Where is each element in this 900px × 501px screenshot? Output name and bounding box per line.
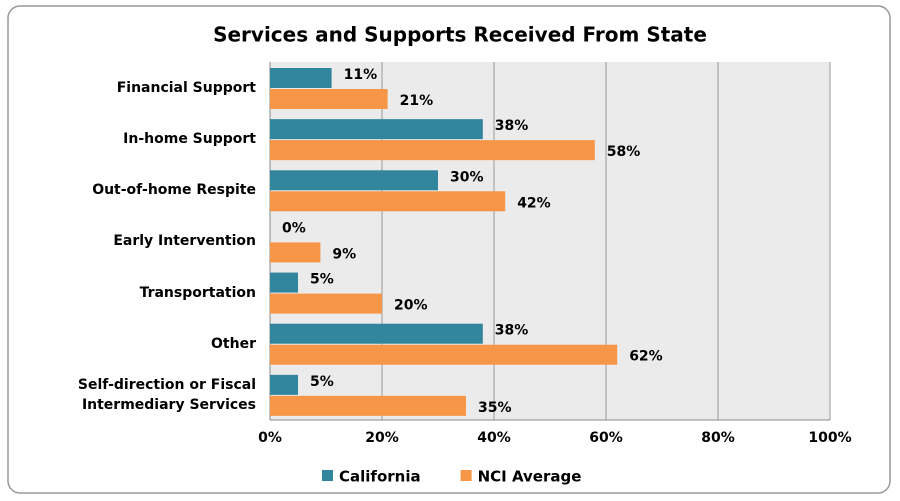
bar <box>270 242 321 263</box>
data-label: 11% <box>344 67 378 83</box>
bar <box>270 293 382 314</box>
y-tick-label: In-home Support <box>123 131 256 148</box>
legend-swatch <box>460 470 472 481</box>
data-label: 5% <box>310 374 334 390</box>
x-tick-label: 60% <box>589 430 623 446</box>
x-tick-label: 80% <box>701 430 735 446</box>
legend-swatch <box>322 470 333 481</box>
data-label: 9% <box>332 246 356 262</box>
data-label: 30% <box>450 169 484 185</box>
bar <box>270 89 388 109</box>
y-tick-label: Financial Support <box>116 80 256 96</box>
x-tick-label: 0% <box>258 430 282 446</box>
legend-label: California <box>339 468 421 486</box>
bar <box>270 323 483 344</box>
data-label: 0% <box>282 220 306 236</box>
bar <box>270 140 595 161</box>
data-label: 5% <box>310 272 334 288</box>
data-label: 58% <box>607 144 641 160</box>
x-tick-label: 20% <box>365 430 399 446</box>
x-tick-label: 100% <box>808 430 851 446</box>
bar <box>270 191 506 212</box>
x-tick-label: 40% <box>477 430 511 446</box>
bar <box>270 344 618 365</box>
legend-label: NCI Average <box>478 468 582 486</box>
data-label: 21% <box>400 93 434 109</box>
data-label: 38% <box>495 118 529 134</box>
bar <box>270 170 438 191</box>
data-label: 62% <box>629 349 663 365</box>
y-tick-label: Self-direction or Fiscal Intermediary Se… <box>77 376 256 413</box>
chart-title: Services and Supports Received From Stat… <box>213 23 707 47</box>
y-tick-label: Other <box>211 335 256 352</box>
bar <box>270 119 483 140</box>
y-tick-label: Transportation <box>139 284 256 301</box>
plot-area <box>270 62 830 420</box>
bar <box>270 395 466 416</box>
data-label: 35% <box>478 400 512 416</box>
bar <box>270 68 332 88</box>
data-label: 20% <box>394 298 428 314</box>
bar <box>270 374 298 395</box>
data-label: 38% <box>495 323 529 339</box>
y-tick-label: Out-of-home Respite <box>92 182 256 199</box>
y-tick-label: Early Intervention <box>113 233 256 250</box>
data-label: 42% <box>517 195 551 211</box>
bar <box>270 272 298 293</box>
